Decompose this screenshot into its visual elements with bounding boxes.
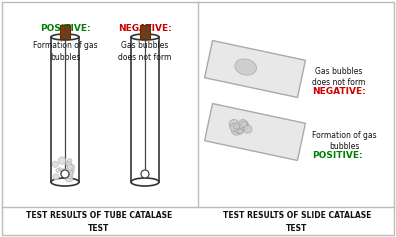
Circle shape bbox=[234, 123, 240, 129]
Circle shape bbox=[69, 170, 73, 174]
Ellipse shape bbox=[51, 34, 79, 40]
Bar bbox=[60, 25, 70, 39]
Ellipse shape bbox=[131, 178, 159, 186]
Bar bbox=[205, 104, 305, 160]
Circle shape bbox=[59, 157, 66, 164]
Circle shape bbox=[65, 161, 70, 166]
Circle shape bbox=[68, 159, 72, 163]
Circle shape bbox=[67, 162, 72, 167]
Circle shape bbox=[238, 129, 243, 134]
Circle shape bbox=[52, 161, 58, 167]
Text: POSITIVE:: POSITIVE: bbox=[312, 150, 363, 160]
Text: TEST RESULTS OF TUBE CATALASE
TEST: TEST RESULTS OF TUBE CATALASE TEST bbox=[26, 211, 172, 233]
Bar bbox=[205, 41, 305, 97]
Circle shape bbox=[65, 170, 72, 177]
Text: Formation of gas
bubbles: Formation of gas bubbles bbox=[33, 41, 97, 62]
Circle shape bbox=[53, 174, 59, 180]
Text: Gas bubbles
does not form: Gas bubbles does not form bbox=[312, 67, 366, 87]
Circle shape bbox=[67, 164, 73, 170]
Circle shape bbox=[141, 170, 149, 178]
Circle shape bbox=[68, 164, 75, 171]
Circle shape bbox=[56, 169, 59, 172]
Text: NEGATIVE:: NEGATIVE: bbox=[118, 24, 172, 33]
Circle shape bbox=[61, 169, 64, 172]
Circle shape bbox=[65, 168, 72, 175]
Circle shape bbox=[67, 175, 70, 179]
Circle shape bbox=[65, 168, 71, 173]
Text: Formation of gas
bubbles: Formation of gas bubbles bbox=[312, 131, 377, 151]
Circle shape bbox=[68, 173, 73, 179]
Bar bbox=[131, 37, 159, 182]
Bar bbox=[140, 25, 150, 39]
Text: Gas bubbles
does not form: Gas bubbles does not form bbox=[118, 41, 172, 62]
Circle shape bbox=[69, 163, 72, 166]
Circle shape bbox=[229, 119, 239, 129]
Circle shape bbox=[60, 169, 68, 176]
Circle shape bbox=[61, 170, 69, 178]
Circle shape bbox=[230, 123, 238, 131]
Text: POSITIVE:: POSITIVE: bbox=[40, 24, 90, 33]
Circle shape bbox=[237, 128, 244, 134]
Circle shape bbox=[65, 174, 73, 182]
Text: TEST RESULTS OF SLIDE CATALASE
TEST: TEST RESULTS OF SLIDE CATALASE TEST bbox=[223, 211, 371, 233]
Circle shape bbox=[238, 119, 248, 129]
Circle shape bbox=[58, 168, 61, 170]
Circle shape bbox=[239, 121, 249, 130]
Circle shape bbox=[244, 125, 252, 133]
Circle shape bbox=[241, 122, 247, 128]
Circle shape bbox=[231, 125, 242, 135]
Circle shape bbox=[65, 176, 68, 179]
Circle shape bbox=[233, 124, 239, 129]
Circle shape bbox=[233, 125, 241, 133]
Text: NEGATIVE:: NEGATIVE: bbox=[312, 87, 366, 96]
Ellipse shape bbox=[131, 34, 159, 40]
Bar bbox=[51, 37, 79, 182]
Ellipse shape bbox=[235, 59, 257, 75]
Circle shape bbox=[67, 168, 74, 175]
Ellipse shape bbox=[51, 178, 79, 186]
